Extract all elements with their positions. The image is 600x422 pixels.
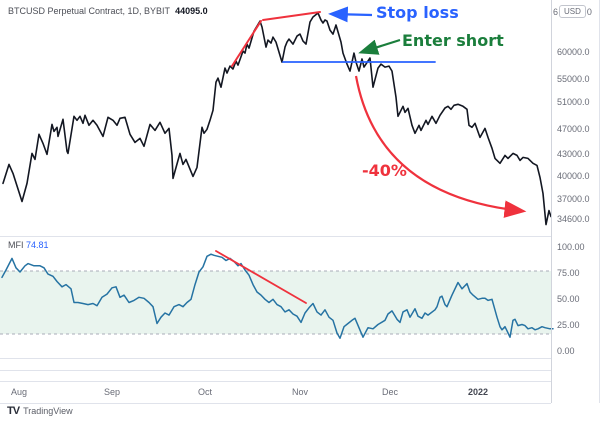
enter-short-arrow[interactable] xyxy=(358,38,401,55)
price-tick: 47000.0 xyxy=(557,124,590,134)
time-axis-border xyxy=(0,381,551,382)
mfi-tick: 75.00 xyxy=(557,268,580,278)
drop-percent-label[interactable]: -40% xyxy=(362,161,407,180)
price-tick: 34600.0 xyxy=(557,214,590,224)
price-tick: 60000.0 xyxy=(557,47,590,57)
price-tick: 40000.0 xyxy=(557,171,590,181)
month-label: Nov xyxy=(291,387,308,397)
mfi-pane[interactable] xyxy=(0,236,554,358)
pane-separator[interactable] xyxy=(0,236,551,237)
price-pane[interactable] xyxy=(0,0,552,236)
symbol-legend[interactable]: BTCUSD Perpetual Contract, 1D, BYBIT 440… xyxy=(8,6,208,16)
red-trendline-1[interactable] xyxy=(231,20,262,67)
price-line xyxy=(2,12,552,226)
price-tick: 55000.0 xyxy=(557,74,590,84)
partial-tick-prefix: 6 xyxy=(553,6,559,17)
price-tick: 51000.0 xyxy=(557,97,590,107)
tradingview-glyph-icon: TV xyxy=(7,405,20,417)
month-label: Sep xyxy=(103,387,120,397)
stop-loss-arrow[interactable] xyxy=(328,6,373,23)
price-axis-border xyxy=(551,0,552,403)
mfi-line xyxy=(1,253,554,339)
pane-separator[interactable] xyxy=(0,370,551,371)
mfi-tick: 50.00 xyxy=(557,294,580,304)
month-label: Aug xyxy=(10,387,27,397)
drop-curve-arrow[interactable] xyxy=(354,75,527,218)
last-price: 44095.0 xyxy=(175,6,208,16)
mfi-value: 74.81 xyxy=(26,240,49,250)
enter-short-label[interactable]: Enter short xyxy=(402,31,504,50)
red-trendline-2[interactable] xyxy=(262,11,321,21)
tradingview-logo-text: TradingView xyxy=(23,406,73,416)
mfi-tick: 25.00 xyxy=(557,320,580,330)
mfi-red-trendline[interactable] xyxy=(215,250,307,304)
mfi-label: MFI xyxy=(8,240,24,250)
month-label: Dec xyxy=(381,387,398,397)
price-tick: 37000.0 xyxy=(557,194,590,204)
month-label: Oct xyxy=(197,387,212,397)
tradingview-logo[interactable]: TV TradingView xyxy=(7,405,73,417)
chart-bottom-border xyxy=(0,403,551,404)
usd-currency-badge[interactable]: USD xyxy=(559,5,586,18)
pane-separator[interactable] xyxy=(0,358,551,359)
year-label: 2022 xyxy=(467,387,489,397)
price-tick: 43000.0 xyxy=(557,149,590,159)
partial-tick-suffix: 0 xyxy=(586,6,592,17)
stop-loss-label[interactable]: Stop loss xyxy=(376,3,459,22)
mfi-legend[interactable]: MFI 74.81 xyxy=(8,240,49,250)
mfi-tick: 100.00 xyxy=(557,242,585,252)
symbol-title: BTCUSD Perpetual Contract, 1D, BYBIT xyxy=(8,6,171,16)
mfi-tick: 0.00 xyxy=(557,346,575,356)
price-axis-top-label[interactable]: 6 USD 0 xyxy=(553,5,592,18)
